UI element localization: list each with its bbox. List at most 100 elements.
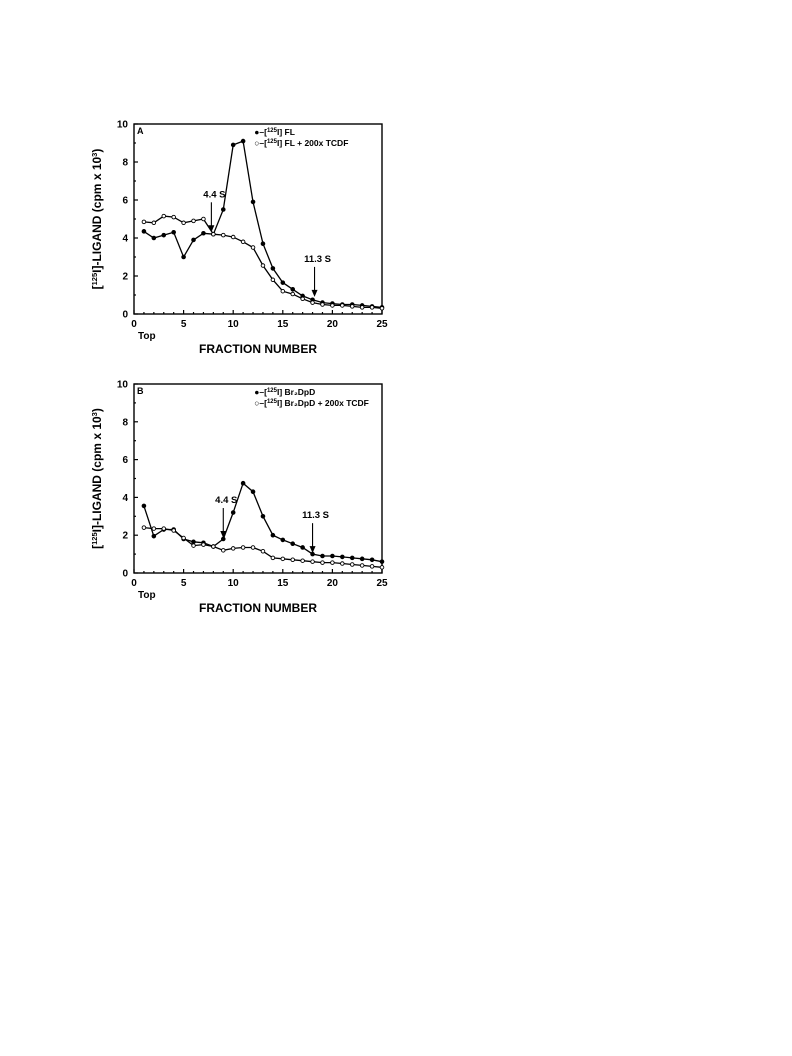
data-point <box>230 234 236 240</box>
annotation-label: 4.4 S <box>203 189 225 200</box>
data-point <box>230 546 236 551</box>
annotation-arrow-head <box>208 225 215 233</box>
data-point <box>240 545 246 550</box>
data-point <box>290 541 296 547</box>
x-tick-label: 5 <box>181 578 187 589</box>
data-point <box>141 229 147 234</box>
data-point <box>270 532 276 538</box>
x-tick-label: 10 <box>228 578 240 589</box>
data-point <box>340 554 345 560</box>
data-point <box>300 558 305 563</box>
data-point <box>290 286 296 292</box>
data-point <box>191 539 196 545</box>
x-tick-label: 0 <box>131 319 137 330</box>
x-top-label: Top <box>138 590 156 601</box>
data-point <box>221 232 226 238</box>
data-point <box>359 563 365 568</box>
data-point <box>230 510 236 515</box>
x-axis-title: FRACTION NUMBER <box>199 342 317 356</box>
data-point <box>379 559 385 564</box>
x-tick-label: 0 <box>131 578 137 589</box>
annotation-label: 4.4 S <box>215 495 237 506</box>
data-point <box>191 218 196 224</box>
legend-label: I] FL <box>277 127 295 137</box>
y-title-close: ) <box>90 149 104 153</box>
y-title-superscript-isotope: 125 <box>90 273 99 286</box>
data-point <box>151 220 157 226</box>
y-tick-label: 4 <box>122 234 128 245</box>
y-title-superscript-exponent: 3 <box>90 153 99 157</box>
data-point <box>230 142 236 148</box>
data-point <box>211 544 216 549</box>
data-point <box>250 545 256 550</box>
data-point <box>171 214 176 220</box>
y-tick-label: 0 <box>122 310 128 321</box>
y-tick-label: 6 <box>122 455 128 466</box>
legend-entry: ●–[125I] Br₂DpD <box>254 387 315 397</box>
data-point <box>260 513 266 519</box>
legend-marker: ●–[ <box>254 127 267 137</box>
data-point <box>141 503 147 509</box>
data-point <box>310 300 315 305</box>
x-tick-label: 15 <box>277 319 289 330</box>
annotation-arrow-head <box>309 546 316 554</box>
y-tick-label: 8 <box>122 417 128 428</box>
data-point <box>250 245 256 250</box>
annotation-arrow-head <box>220 531 227 539</box>
data-point <box>181 220 186 226</box>
data-point <box>260 263 266 268</box>
data-point <box>220 207 226 212</box>
legend-superscript: 125 <box>267 128 278 134</box>
x-tick-label: 20 <box>327 319 339 330</box>
legend-superscript: 125 <box>267 399 278 405</box>
data-point <box>161 526 167 531</box>
y-tick-label: 2 <box>122 531 128 542</box>
annotation-label: 11.3 S <box>302 510 329 521</box>
legend-entry: ●–[125I] FL <box>254 127 295 137</box>
plot-frame <box>133 383 383 574</box>
data-point <box>320 553 325 559</box>
data-point <box>359 305 365 310</box>
data-point <box>141 219 147 225</box>
data-point <box>191 237 196 243</box>
panel-letter: A <box>137 126 144 136</box>
legend-entry: ○–[125I] Br₂DpD + 200x TCDF <box>254 398 369 408</box>
y-title-superscript-isotope: 125 <box>90 532 99 545</box>
data-point <box>270 266 276 271</box>
data-point <box>181 535 186 541</box>
data-point <box>201 542 206 547</box>
x-tick-label: 10 <box>228 319 240 330</box>
y-tick-label: 6 <box>122 196 128 207</box>
legend-superscript: 125 <box>267 388 278 394</box>
plot-frame <box>133 123 383 315</box>
data-point <box>379 565 385 570</box>
y-tick-label: 2 <box>122 272 128 283</box>
series-line-ligand <box>143 140 383 309</box>
data-point <box>290 291 295 297</box>
data-point <box>141 525 147 530</box>
y-title-bracket: [ <box>90 285 104 289</box>
data-point <box>349 304 355 309</box>
data-point <box>330 553 335 559</box>
data-point <box>320 302 325 307</box>
y-title-superscript-exponent: 3 <box>90 412 99 416</box>
x-tick-label: 20 <box>327 578 339 589</box>
data-point <box>300 545 305 550</box>
data-point <box>151 533 157 539</box>
data-point <box>171 230 176 235</box>
data-point <box>240 480 246 486</box>
series-line-ligand-plus-tcdf <box>143 215 383 309</box>
x-tick-label: 25 <box>376 578 388 589</box>
y-title-body: I]-LIGAND (cpm x 10 <box>90 156 104 272</box>
x-tick-label: 15 <box>277 578 289 589</box>
data-point <box>260 241 266 247</box>
y-title-close: ) <box>90 408 104 412</box>
data-point <box>280 280 286 285</box>
data-point <box>349 562 355 567</box>
data-point <box>369 557 375 563</box>
series-line-ligand-plus-tcdf <box>143 526 383 568</box>
data-point <box>240 239 246 245</box>
